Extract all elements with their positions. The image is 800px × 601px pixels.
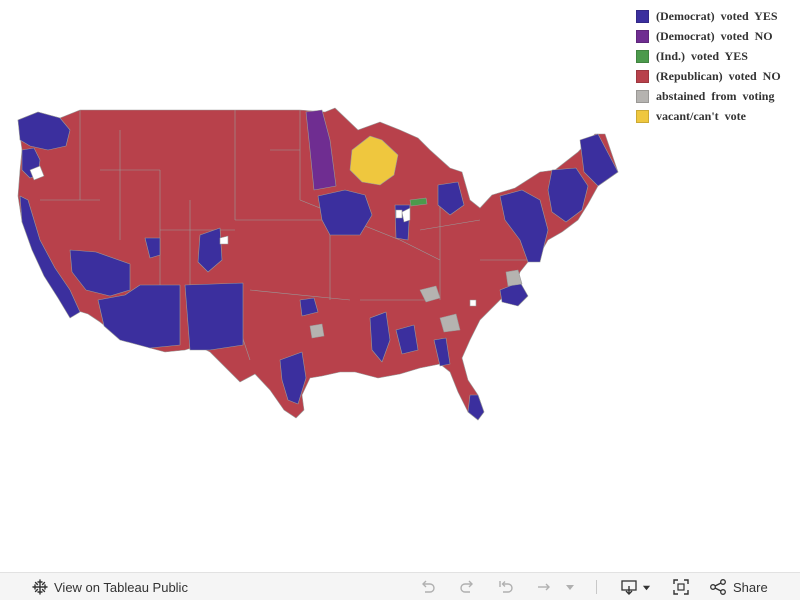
map-area xyxy=(0,0,630,440)
pause-dropdown-button[interactable] xyxy=(565,573,575,601)
district-democrat-yes[interactable] xyxy=(184,282,244,351)
district-democrat-yes[interactable] xyxy=(395,324,419,355)
us-district-map[interactable] xyxy=(0,0,630,440)
fullscreen-icon xyxy=(672,578,690,596)
district-democrat-yes[interactable] xyxy=(97,284,181,349)
district-democrat-yes[interactable] xyxy=(369,311,391,363)
unassigned-area xyxy=(219,235,229,245)
district-border xyxy=(399,239,441,261)
legend-swatch xyxy=(636,69,649,83)
district-democrat-yes[interactable] xyxy=(19,195,81,319)
legend-item[interactable]: (Democrat) voted NO xyxy=(636,26,800,46)
district-democrat-no[interactable] xyxy=(305,109,337,191)
district-abstained[interactable] xyxy=(439,313,461,333)
district-abstained[interactable] xyxy=(505,269,523,287)
share-icon xyxy=(709,578,727,596)
tableau-logo-icon xyxy=(32,579,48,595)
legend-swatch xyxy=(636,49,649,63)
unassigned-area xyxy=(395,209,403,219)
share-button[interactable]: Share xyxy=(709,573,768,601)
refresh-button[interactable] xyxy=(535,573,553,601)
district-border xyxy=(249,289,351,301)
legend-label: vacant/can't vote xyxy=(656,108,746,123)
district-democrat-yes[interactable] xyxy=(433,337,451,367)
district-democrat-yes[interactable] xyxy=(547,167,589,223)
tableau-toolbar: View on Tableau Public xyxy=(0,572,800,600)
legend-item[interactable]: vacant/can't vote xyxy=(636,106,800,126)
district-democrat-yes[interactable] xyxy=(197,227,223,273)
legend-item[interactable]: abstained from voting xyxy=(636,86,800,106)
toolbar-divider xyxy=(596,580,597,594)
legend-label: (Republican) voted NO xyxy=(656,68,781,83)
undo-button[interactable] xyxy=(419,573,437,601)
redo-icon xyxy=(458,578,476,596)
district-democrat-yes[interactable] xyxy=(437,181,465,216)
revert-icon xyxy=(497,578,515,596)
district-democrat-yes[interactable] xyxy=(579,133,619,187)
download-button[interactable] xyxy=(620,573,651,601)
district-abstained[interactable] xyxy=(309,323,325,339)
legend-label: (Democrat) voted YES xyxy=(656,8,778,23)
share-label: Share xyxy=(733,579,768,595)
district-democrat-yes[interactable] xyxy=(467,394,485,421)
unassigned-area xyxy=(29,165,45,181)
unassigned-area xyxy=(469,299,477,307)
legend-swatch xyxy=(636,9,649,23)
fullscreen-button[interactable] xyxy=(672,573,690,601)
view-on-tableau-button[interactable]: View on Tableau Public xyxy=(32,573,188,601)
district-democrat-yes[interactable] xyxy=(279,351,307,405)
unassigned-area xyxy=(401,207,411,223)
legend-item[interactable]: (Ind.) voted YES xyxy=(636,46,800,66)
redo-button[interactable] xyxy=(458,573,476,601)
district-democrat-yes[interactable] xyxy=(499,189,549,263)
legend-swatch xyxy=(636,89,649,103)
undo-icon xyxy=(419,578,437,596)
district-democrat-yes[interactable] xyxy=(69,249,131,297)
legend-swatch xyxy=(636,29,649,43)
district-democrat-yes[interactable] xyxy=(144,237,161,259)
legend: (Democrat) voted YES (Democrat) voted NO… xyxy=(636,6,800,126)
district-democrat-yes[interactable] xyxy=(17,111,71,151)
view-on-tableau-label: View on Tableau Public xyxy=(54,579,188,595)
district-abstained[interactable] xyxy=(419,285,441,303)
district-democrat-yes[interactable] xyxy=(317,189,373,236)
download-icon xyxy=(620,578,638,596)
district-vacant[interactable] xyxy=(349,135,399,186)
legend-item[interactable]: (Democrat) voted YES xyxy=(636,6,800,26)
legend-swatch xyxy=(636,109,649,123)
chevron-down-icon xyxy=(642,583,651,592)
legend-label: (Democrat) voted NO xyxy=(656,28,773,43)
district-border xyxy=(419,219,481,231)
chevron-down-icon xyxy=(565,582,575,592)
legend-item[interactable]: (Republican) voted NO xyxy=(636,66,800,86)
legend-label: abstained from voting xyxy=(656,88,775,103)
district-independent-yes[interactable] xyxy=(409,197,428,207)
legend-label: (Ind.) voted YES xyxy=(656,48,748,63)
revert-button[interactable] xyxy=(497,573,515,601)
district-democrat-yes[interactable] xyxy=(299,297,319,317)
refresh-icon xyxy=(535,578,553,596)
